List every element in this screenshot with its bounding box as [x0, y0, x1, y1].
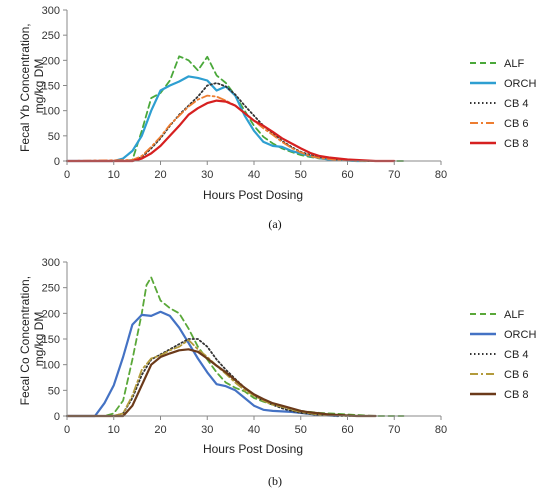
x-tick-label: 50: [295, 424, 307, 436]
axes-a: [66, 10, 441, 162]
x-tick-label: 30: [201, 424, 213, 436]
x-tick-label: 60: [341, 169, 353, 181]
y-tick-label: 50: [48, 385, 60, 397]
x-tick-labels-b: 0 10 20 30 40 50 60 70 80: [64, 416, 447, 436]
legend-label: ORCH: [504, 78, 536, 90]
series-line-orch: [65, 75, 368, 163]
y-tick-label: 100: [42, 106, 60, 118]
x-tick-label: 0: [64, 424, 70, 436]
y-tick-labels-a: 0 50 100 150 200 250 300: [42, 5, 67, 168]
x-tick-label: 80: [435, 169, 447, 181]
axes-b: [66, 262, 441, 417]
series-line-cb-8: [65, 348, 377, 418]
y-axis-label-line2-a: mg/kg DM: [32, 59, 46, 114]
x-tick-label: 20: [154, 424, 166, 436]
x-tick-label: 30: [201, 169, 213, 181]
series-line-cb-4: [66, 338, 368, 417]
x-tick-label: 50: [295, 169, 307, 181]
x-tick-label: 10: [108, 169, 120, 181]
y-axis-label-a: Fecal Yb Concentration, mg/kg DM: [18, 20, 46, 152]
x-tick-label: 40: [248, 424, 260, 436]
x-tick-label: 40: [248, 169, 260, 181]
y-tick-label: 300: [42, 257, 60, 269]
x-tick-label: 0: [64, 169, 70, 181]
series-line-cb-6: [66, 339, 368, 417]
x-tick-label: 20: [154, 169, 166, 181]
y-tick-labels-b: 0 50 100 150 200 250 300: [42, 257, 67, 423]
y-tick-label: 250: [42, 30, 60, 42]
x-tick-label: 70: [388, 169, 400, 181]
x-axis-label-b: Hours Post Dosing: [203, 442, 303, 456]
legend-label: ALF: [504, 58, 524, 70]
chart-panel-b: 0 50 100 150 200 250 300 0 10 20 30 40 50 60 70 80 Fec…: [18, 257, 536, 488]
y-tick-label: 100: [42, 360, 60, 372]
y-tick-label: 300: [42, 5, 60, 17]
legend-label: CB 8: [504, 138, 528, 150]
legend-label: CB 8: [504, 389, 528, 401]
series-group-a: [65, 55, 405, 163]
series-line-alf: [66, 276, 405, 417]
series-line-alf: [66, 55, 405, 162]
series-line-orch: [65, 310, 340, 418]
y-tick-label: 0: [54, 411, 60, 423]
y-axis-label-line1-a: Fecal Yb Concentration,: [18, 23, 32, 152]
x-axis-label-a: Hours Post Dosing: [203, 188, 303, 202]
legend-label: ORCH: [504, 329, 536, 341]
legend-label: CB 4: [504, 349, 528, 361]
legend-label: ALF: [504, 309, 524, 321]
y-axis-label-b: Fecal Co Concentration, mg/kg DM: [18, 273, 46, 406]
y-tick-label: 50: [48, 131, 60, 143]
series-line-cb-6: [66, 94, 386, 162]
panel-label-b: (b): [268, 474, 282, 488]
x-tick-labels-a: 0 10 20 30 40 50 60 70 80: [64, 161, 447, 181]
y-tick-label: 250: [42, 283, 60, 295]
y-axis-label-line2-b: mg/kg DM: [32, 312, 46, 367]
legend-label: CB 6: [504, 118, 528, 130]
legend-b: ALF ORCH CB 4 CB 6 CB 8: [470, 309, 536, 401]
chart-panel-a: 0 50 100 150 200 250 300 0 10 20 30 40 50 60 70 80 Fec…: [18, 5, 536, 231]
y-axis-label-line1-b: Fecal Co Concentration,: [18, 276, 32, 405]
x-tick-label: 70: [388, 424, 400, 436]
x-tick-label: 80: [435, 424, 447, 436]
series-line-cb-8: [65, 99, 396, 163]
y-tick-label: 200: [42, 308, 60, 320]
series-group-b: [65, 276, 405, 418]
x-tick-label: 60: [341, 424, 353, 436]
x-tick-label: 10: [108, 424, 120, 436]
y-tick-label: 0: [54, 156, 60, 168]
y-tick-label: 200: [42, 55, 60, 67]
y-tick-label: 150: [42, 81, 60, 93]
legend-a: ALF ORCH CB 4 CB 6 CB 8: [470, 58, 536, 150]
legend-label: CB 4: [504, 98, 528, 110]
panel-label-a: (a): [268, 217, 281, 231]
legend-label: CB 6: [504, 369, 528, 381]
y-tick-label: 150: [42, 334, 60, 346]
series-line-cb-4: [66, 82, 386, 162]
